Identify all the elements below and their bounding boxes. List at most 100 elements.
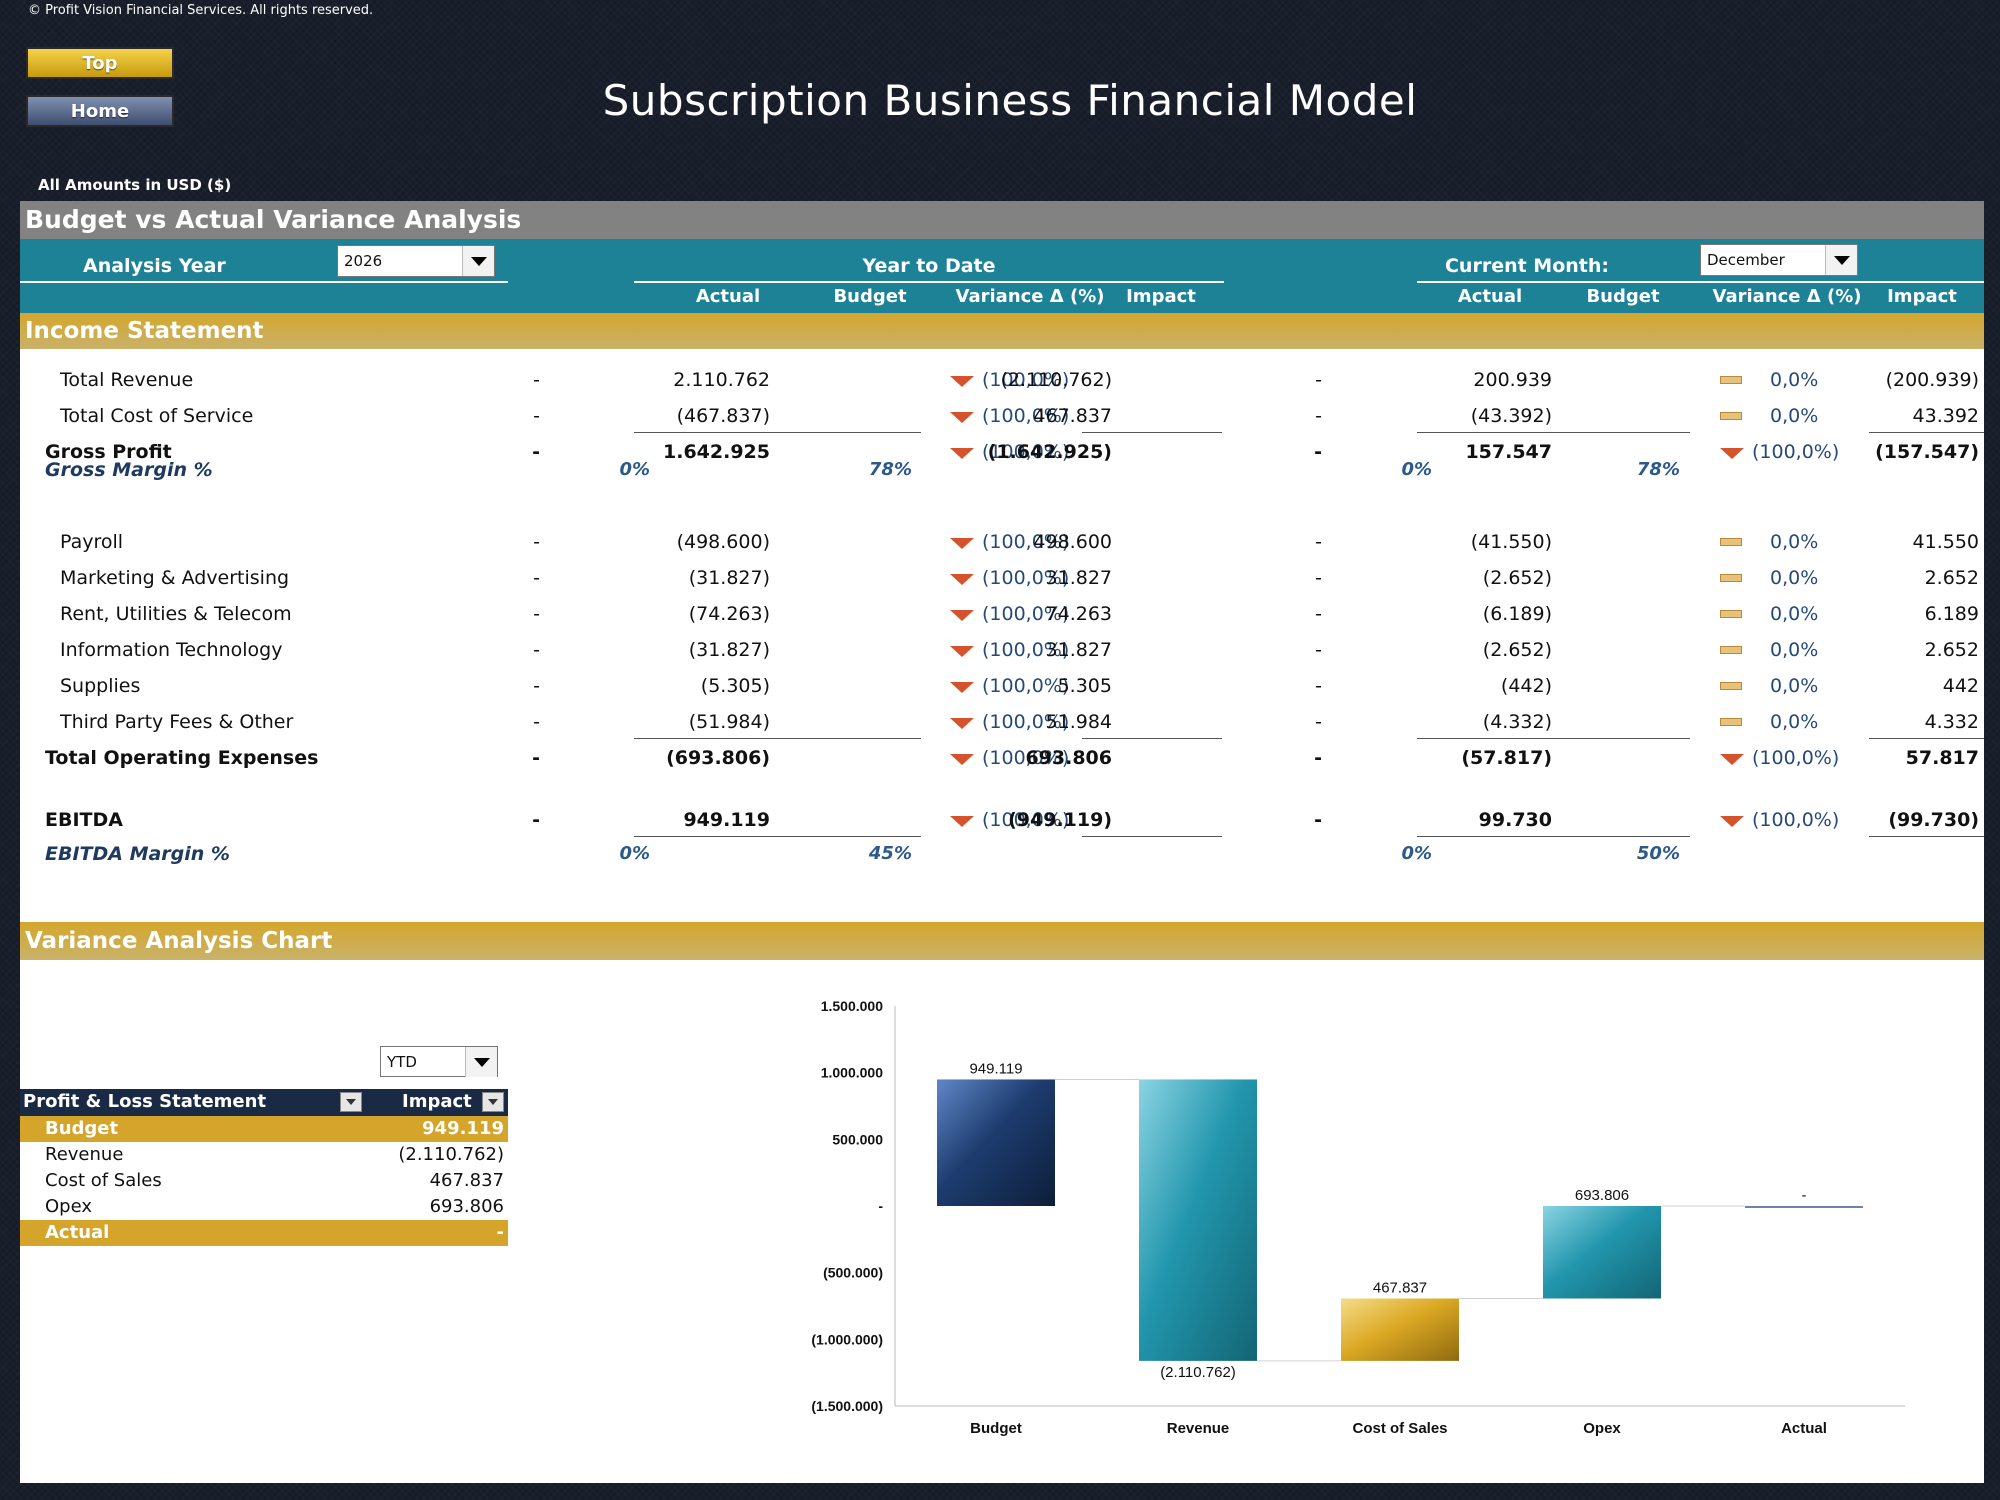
month-value: December — [1707, 251, 1785, 269]
ytd-underline — [634, 281, 1224, 283]
cm-actual-cell: - — [1314, 809, 1322, 831]
underline — [1082, 432, 1222, 433]
cm-budget-cell: (41.550) — [1470, 531, 1552, 553]
underline — [1869, 836, 1984, 837]
variance-down-icon — [950, 412, 974, 423]
x-tick-label: Actual — [1781, 1420, 1827, 1437]
cm-impact-cell: 4.332 — [1924, 711, 1979, 733]
top-button[interactable]: Top — [26, 47, 174, 79]
data-label: - — [1802, 1187, 1807, 1204]
ytd-actual-cell: - — [532, 441, 540, 463]
band-underline — [20, 281, 508, 283]
x-tick-label: Opex — [1583, 1420, 1621, 1437]
underline — [1082, 836, 1222, 837]
month-dropdown[interactable]: December — [1700, 244, 1858, 276]
col-cm-actual: Actual — [1457, 286, 1523, 307]
ytd-budget-cell: 1.642.925 — [663, 441, 770, 463]
x-tick-label: Cost of Sales — [1352, 1420, 1447, 1437]
chevron-down-icon[interactable] — [462, 246, 494, 276]
ytd-impact-cell: 693.806 — [1025, 747, 1112, 769]
analysis-year-dropdown[interactable]: 2026 — [337, 245, 495, 277]
variance-down-icon — [950, 448, 974, 459]
ytd-impact-cell: (2.110.762) — [1000, 369, 1112, 391]
y-tick-label: (1.000.000) — [811, 1331, 883, 1347]
cm-budget-cell: (442) — [1500, 675, 1552, 697]
cm-actual-cell: - — [1314, 747, 1322, 769]
cm-budget-cell: (6.189) — [1482, 603, 1552, 625]
filter-band: Analysis Year 2026 Year to Date Current … — [20, 239, 1984, 313]
ytd-impact-cell: (1.642.925) — [987, 441, 1112, 463]
margin-label: EBITDA Margin % — [45, 843, 230, 865]
cm-impact-cell: (157.547) — [1875, 441, 1979, 463]
pl-row-value: - — [496, 1222, 504, 1243]
cm-actual-cell: - — [1315, 531, 1322, 553]
variance-down-icon — [950, 718, 974, 729]
col-cm-variance: Variance Δ (%) — [1712, 286, 1862, 307]
row-label: EBITDA — [45, 809, 123, 831]
cm-actual-cell: - — [1315, 567, 1322, 589]
col-ytd-budget: Budget — [833, 286, 907, 307]
y-tick-label: (1.500.000) — [811, 1398, 883, 1414]
cm-impact-cell: 43.392 — [1912, 405, 1979, 427]
col-ytd-variance: Variance Δ (%) — [955, 286, 1105, 307]
ytd-variance-cell: (100,0%) — [982, 711, 1070, 733]
cm-impact-cell: (200.939) — [1885, 369, 1979, 391]
pl-row-value: 949.119 — [422, 1118, 504, 1139]
ytd-impact-cell: 31.827 — [1045, 639, 1112, 661]
chevron-down-icon[interactable] — [465, 1047, 497, 1077]
row-label: Total Cost of Service — [60, 405, 254, 427]
underline — [1869, 738, 1984, 739]
cm-variance-cell: (100,0%) — [1752, 747, 1840, 769]
ytd-variance-cell: (100,0%) — [982, 369, 1070, 391]
cm-variance-cell: 0,0% — [1770, 405, 1819, 427]
analysis-year-label: Analysis Year — [83, 255, 226, 277]
ytd-variance-cell: (100,0%) — [982, 567, 1070, 589]
pl-table-row: Cost of Sales 467.837 — [20, 1168, 508, 1194]
chevron-down-icon[interactable] — [1825, 245, 1857, 275]
pl-header-label: Profit & Loss Statement — [23, 1091, 267, 1112]
variance-flat-icon — [1720, 412, 1742, 420]
variance-down-icon — [950, 610, 974, 621]
ytd-actual-cell: - — [533, 639, 540, 661]
row-label: Information Technology — [60, 639, 283, 661]
variance-down-icon — [1720, 448, 1744, 459]
cm-budget-cell: (43.392) — [1470, 405, 1552, 427]
cm-actual-margin: 0% — [1401, 459, 1432, 480]
period-dropdown[interactable]: YTD — [380, 1046, 498, 1077]
ytd-budget-cell: (498.600) — [676, 531, 770, 553]
underline — [1082, 738, 1222, 739]
cm-impact-cell: 2.652 — [1924, 567, 1979, 589]
row-label: Total Revenue — [60, 369, 194, 391]
row-label: Total Operating Expenses — [45, 747, 319, 769]
variance-down-icon — [950, 538, 974, 549]
variance-waterfall-chart: 1.500.000 1.000.000 500.000 - (500.000) (1.00… — [811, 998, 1905, 1437]
data-label: (2.110.762) — [1160, 1364, 1236, 1381]
ytd-budget-cell: 2.110.762 — [673, 369, 770, 391]
row-label: Marketing & Advertising — [60, 567, 290, 589]
cm-budget-cell: (4.332) — [1482, 711, 1552, 733]
waterfall-bar — [937, 1079, 1055, 1206]
filter-icon[interactable] — [340, 1092, 362, 1112]
underline — [1417, 432, 1690, 433]
ytd-budget-cell: (74.263) — [688, 603, 770, 625]
ytd-impact-cell: 51.984 — [1045, 711, 1112, 733]
ytd-budget-cell: (467.837) — [676, 405, 770, 427]
pl-row-value: 467.837 — [429, 1170, 504, 1191]
home-button[interactable]: Home — [26, 95, 174, 127]
filter-icon[interactable] — [482, 1092, 504, 1112]
ytd-actual-cell: - — [533, 369, 540, 391]
ytd-budget-cell: 949.119 — [683, 809, 770, 831]
underline — [1869, 432, 1984, 433]
variance-down-icon — [950, 574, 974, 585]
underline — [634, 836, 921, 837]
cm-actual-cell: - — [1315, 675, 1322, 697]
cm-variance-cell: 0,0% — [1770, 675, 1819, 697]
row-label: Supplies — [60, 675, 141, 697]
variance-down-icon — [950, 376, 974, 387]
variance-flat-icon — [1720, 682, 1742, 690]
ytd-variance-cell: (100,0%) — [982, 441, 1070, 463]
cm-actual-cell: - — [1315, 603, 1322, 625]
ytd-impact-cell: 74.263 — [1045, 603, 1112, 625]
chart-section-header: Variance Analysis Chart — [20, 922, 1984, 960]
cm-impact-cell: 442 — [1942, 675, 1979, 697]
